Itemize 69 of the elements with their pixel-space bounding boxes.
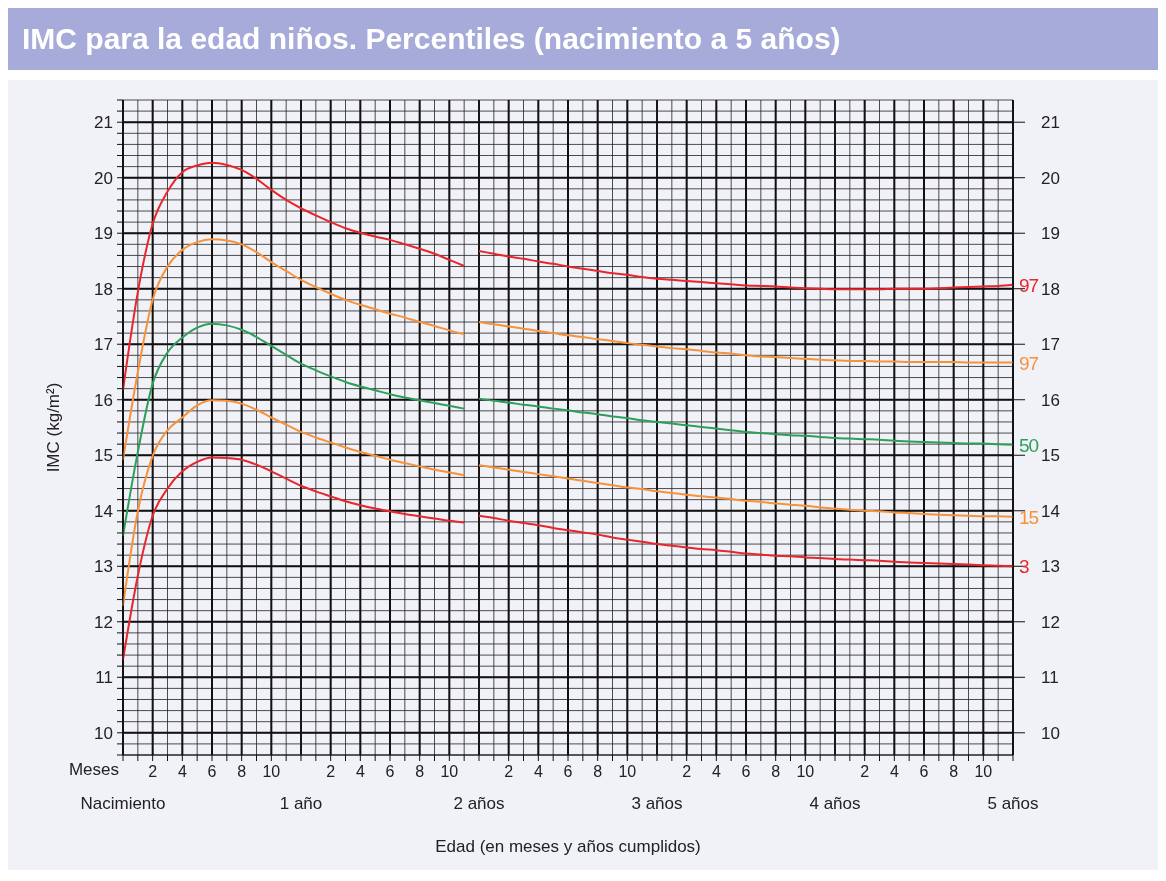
x-tick-label: 8 bbox=[415, 763, 425, 780]
line-series bbox=[478, 321, 1014, 364]
x2-tick-label: 3 años bbox=[631, 794, 683, 813]
line-series bbox=[478, 514, 1014, 568]
x-tick-label: 6 bbox=[741, 763, 751, 780]
x2-tick-label: 2 años bbox=[453, 794, 505, 813]
series-label: 3 bbox=[1019, 556, 1029, 578]
x-tick-label: 2 bbox=[148, 763, 158, 780]
x-tick-label: 10 bbox=[974, 763, 993, 780]
line-series bbox=[478, 249, 1014, 291]
y2-tick-label: 16 bbox=[1041, 390, 1060, 410]
y2-tick-label: 12 bbox=[1041, 612, 1060, 632]
x-tick-label: 4 bbox=[355, 763, 365, 780]
y-tick-label: 19 bbox=[94, 224, 113, 244]
x2-tick-label: Nacimiento bbox=[80, 794, 166, 813]
series-label: 97 bbox=[1019, 274, 1039, 296]
x-tick-label: 2 bbox=[682, 763, 692, 780]
x-tick-label: 8 bbox=[949, 763, 959, 780]
x-tick-label: 8 bbox=[593, 763, 603, 780]
x-tick-label: 4 bbox=[177, 763, 187, 780]
x-tick-label: 4 bbox=[889, 763, 899, 780]
y-tick-label: 12 bbox=[94, 612, 113, 632]
y-tick-label: 17 bbox=[94, 335, 113, 355]
x-axis-title: Edad (en meses y años cumplidos) bbox=[435, 837, 701, 856]
x-tick-label: 10 bbox=[262, 763, 281, 780]
y-tick-label: 15 bbox=[94, 446, 113, 466]
y-tick-label: 16 bbox=[94, 390, 113, 410]
y-tick-label: 13 bbox=[94, 557, 113, 577]
y-tick-label: 14 bbox=[94, 501, 113, 521]
x-tick-label: 8 bbox=[771, 763, 781, 780]
series-label: 15 bbox=[1019, 506, 1039, 528]
x-tick-label: 10 bbox=[618, 763, 637, 780]
line-series bbox=[478, 397, 1014, 446]
x-tick-label: 8 bbox=[237, 763, 247, 780]
x-tick-label: 6 bbox=[385, 763, 395, 780]
series-label: 97 bbox=[1019, 352, 1039, 374]
text: Meses bbox=[68, 760, 119, 779]
x2-tick-label: 5 años bbox=[987, 794, 1039, 813]
y2-tick-label: 11 bbox=[1041, 668, 1059, 688]
y-tick-label: 11 bbox=[95, 668, 113, 688]
x-tick-label: 4 bbox=[711, 763, 721, 780]
chart-title: IMC para la edad niños. Percentiles (nacimiento a 5 años) bbox=[22, 22, 841, 55]
y2-tick-label: 10 bbox=[1041, 723, 1060, 743]
x-tick-label: 2 bbox=[504, 763, 514, 780]
y2-tick-label: 20 bbox=[1041, 168, 1060, 188]
y2-tick-label: 14 bbox=[1041, 501, 1060, 521]
y-tick-label: 21 bbox=[94, 113, 113, 133]
x-tick-label: 10 bbox=[796, 763, 815, 780]
y2-tick-label: 17 bbox=[1041, 335, 1060, 355]
x-tick-label: 6 bbox=[919, 763, 929, 780]
x-tick-label: 2 bbox=[326, 763, 336, 780]
x2-tick-label: 1 año bbox=[279, 794, 323, 813]
x-tick-label: 2 bbox=[860, 763, 870, 780]
y-axis-title: IMC (kg/m²) bbox=[44, 382, 63, 473]
y-tick-label: 10 bbox=[94, 723, 113, 743]
y2-tick-label: 18 bbox=[1041, 279, 1060, 299]
x2-tick-label: 4 años bbox=[809, 794, 861, 813]
x-tick-label: 4 bbox=[533, 763, 543, 780]
y2-tick-label: 13 bbox=[1041, 557, 1060, 577]
x-tick-label: 6 bbox=[563, 763, 573, 780]
x-tick-label: 10 bbox=[440, 763, 459, 780]
y-tick-label: 20 bbox=[94, 168, 113, 188]
x-tick-label: 6 bbox=[207, 763, 217, 780]
y2-tick-label: 19 bbox=[1041, 224, 1060, 244]
y2-tick-label: 21 bbox=[1041, 113, 1060, 133]
series-label: 50 bbox=[1019, 434, 1039, 456]
line-series bbox=[478, 464, 1014, 518]
y-tick-label: 18 bbox=[94, 279, 113, 299]
y2-tick-label: 15 bbox=[1041, 446, 1060, 466]
